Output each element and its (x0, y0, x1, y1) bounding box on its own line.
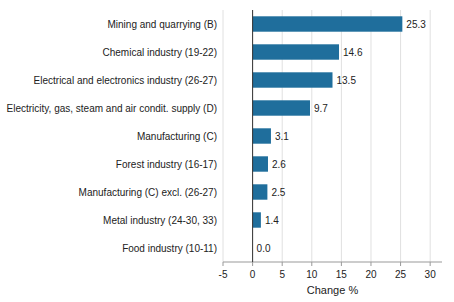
category-label: Food industry (10-11) (122, 243, 217, 254)
tick-mark (311, 262, 312, 266)
tick-label: -5 (219, 269, 228, 280)
tick-mark (370, 262, 371, 266)
tick-mark (341, 262, 342, 266)
category-label: Forest industry (16-17) (116, 159, 217, 170)
bar (253, 16, 403, 31)
tick-label: 5 (279, 269, 285, 280)
grid (223, 10, 430, 262)
x-axis-line (223, 262, 442, 263)
category-label: Electricity, gas, steam and air condit. … (7, 103, 217, 114)
zero-line (252, 10, 253, 262)
category-label: Metal industry (24-30, 33) (103, 215, 217, 226)
data-label: 13.5 (337, 75, 357, 86)
category-label: Manufacturing (C) excl. (26-27) (79, 187, 217, 198)
tick-mark (282, 262, 283, 266)
tick-mark (252, 262, 253, 266)
grid-line (252, 10, 253, 262)
data-label: 1.4 (265, 215, 279, 226)
grid-line (341, 10, 342, 262)
tick-label: 25 (395, 269, 407, 280)
x-ticks: -5 0 5 10 15 20 25 30 (219, 262, 437, 280)
data-label: 3.1 (275, 131, 289, 142)
category-label: Electrical and electronics industry (26-… (34, 75, 217, 86)
tick-mark (400, 262, 401, 266)
grid-line (370, 10, 371, 262)
bar (253, 184, 268, 199)
tick-label: 15 (336, 269, 348, 280)
data-label: 0.0 (257, 243, 271, 254)
grid-line (400, 10, 401, 262)
bar (253, 44, 339, 59)
bar (253, 212, 261, 227)
tick-label: 10 (306, 269, 318, 280)
data-label: 2.5 (271, 187, 285, 198)
tick-label: 0 (250, 269, 256, 280)
chart: Food industry (10-11) Metal industry (24-… (0, 0, 454, 302)
category-label: Manufacturing (C) (137, 131, 217, 142)
data-label: 9.7 (314, 103, 328, 114)
bars (253, 10, 403, 262)
bar (253, 128, 271, 143)
grid-line (430, 10, 431, 262)
bar (253, 100, 310, 115)
data-label: 25.3 (406, 19, 426, 30)
bar (253, 156, 268, 171)
bar (253, 72, 333, 87)
x-axis-label: Change % (307, 284, 359, 296)
tick-label: 20 (365, 269, 377, 280)
category-labels: Food industry (10-11) Metal industry (24-… (7, 19, 217, 254)
data-label: 14.6 (343, 47, 363, 58)
tick-mark (223, 262, 224, 266)
grid-line (223, 10, 224, 262)
data-labels: 0.0 1.4 2.5 2.6 3.1 9.7 13.5 14.6 25.3 (257, 19, 427, 254)
category-label: Mining and quarrying (B) (108, 19, 218, 30)
tick-mark (430, 262, 431, 266)
tick-label: 30 (425, 269, 437, 280)
data-label: 2.6 (272, 159, 286, 170)
chart-container: Food industry (10-11) Metal industry (24-… (0, 0, 454, 302)
category-label: Chemical industry (19-22) (103, 47, 218, 58)
